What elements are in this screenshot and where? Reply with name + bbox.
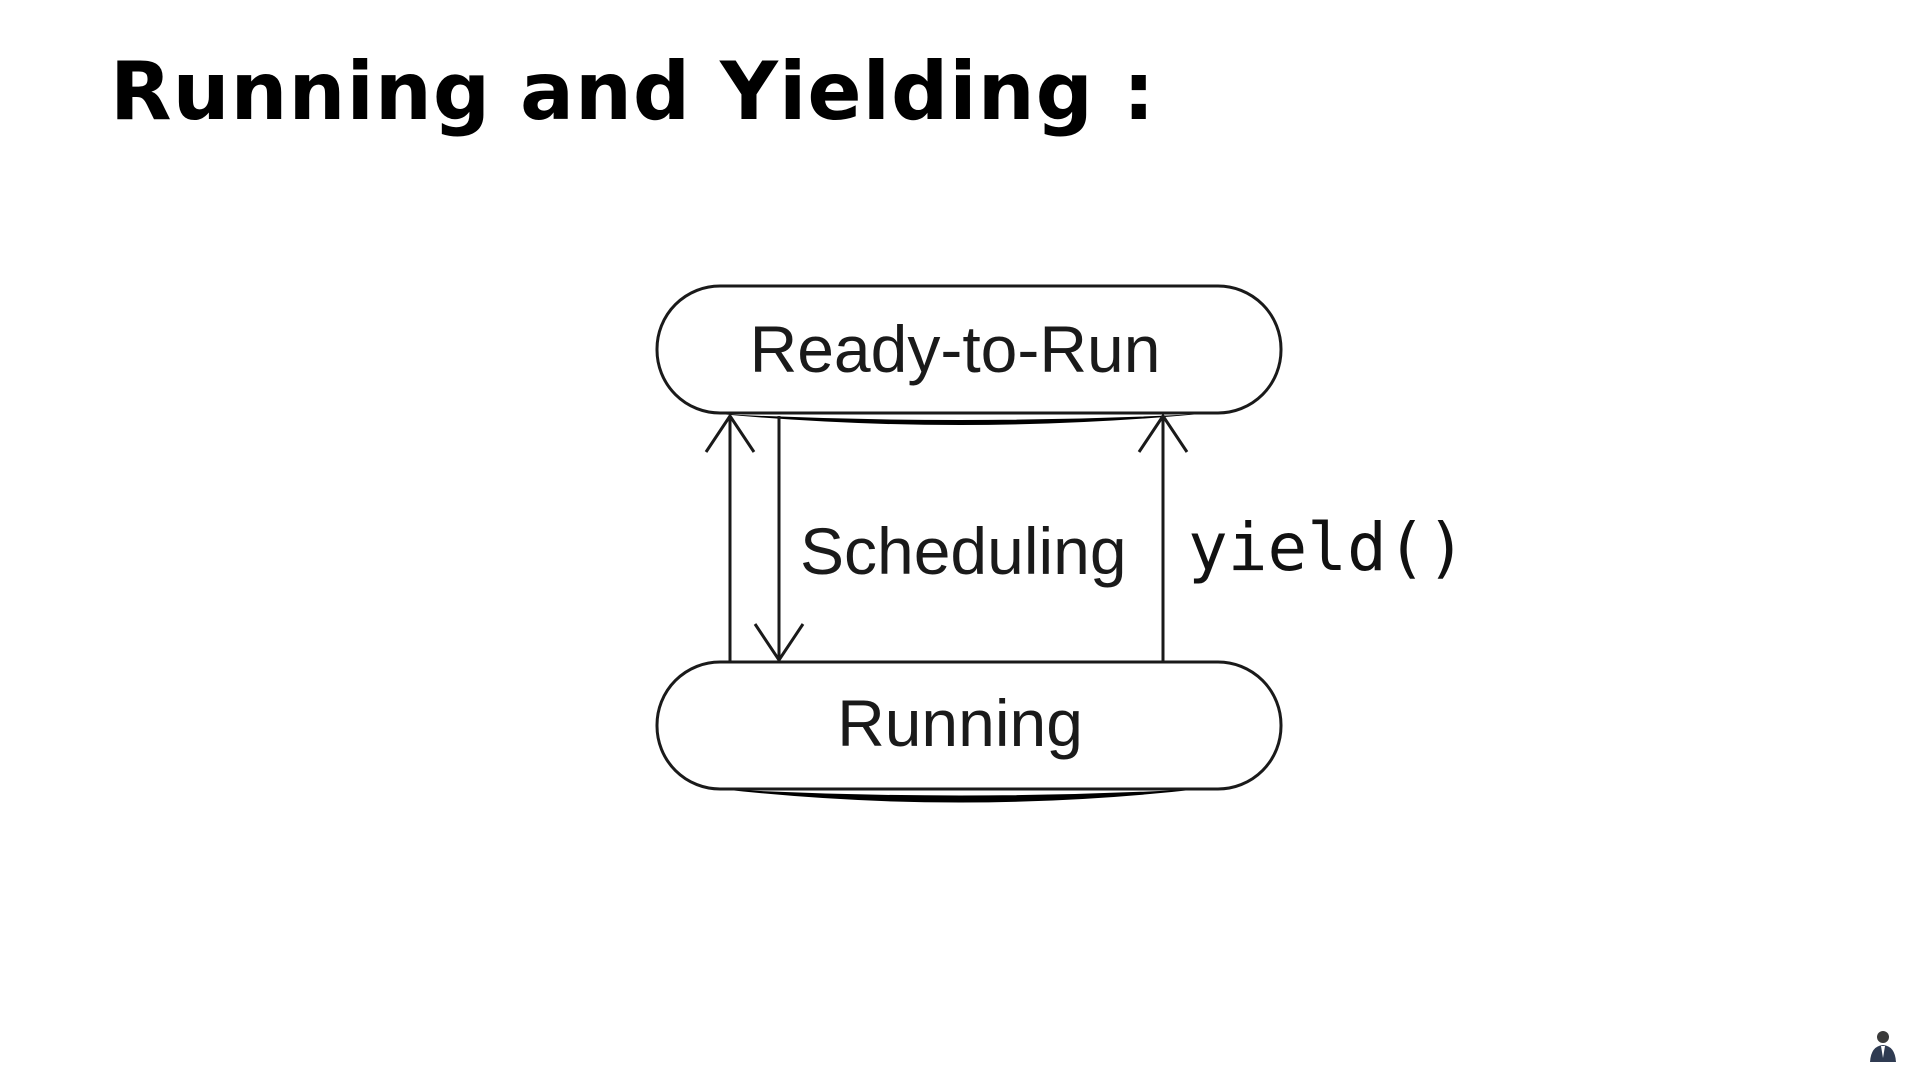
running-label: Running (837, 686, 1083, 760)
ready-to-run-label: Ready-to-Run (750, 312, 1161, 386)
running-shadow (720, 789, 1200, 803)
schedule-arrowhead (753, 623, 805, 663)
scheduling-label: Scheduling (800, 514, 1127, 588)
ready-to-run-shadow (720, 414, 1200, 425)
yield-arrowhead (1137, 413, 1189, 453)
running-box (655, 660, 1283, 791)
yield-label: yield() (1188, 509, 1466, 586)
yield-arrow (1137, 413, 1189, 662)
schedule-arrow (753, 416, 805, 663)
deschedule-arrow (704, 413, 756, 662)
slide-title: Running and Yielding : (110, 45, 1156, 138)
running-state: Running (655, 660, 1283, 803)
presenter-avatar-icon (1870, 1031, 1896, 1062)
ready-to-run-box (655, 284, 1283, 415)
deschedule-arrowhead (704, 413, 756, 453)
ready-to-run-state: Ready-to-Run (655, 284, 1283, 425)
